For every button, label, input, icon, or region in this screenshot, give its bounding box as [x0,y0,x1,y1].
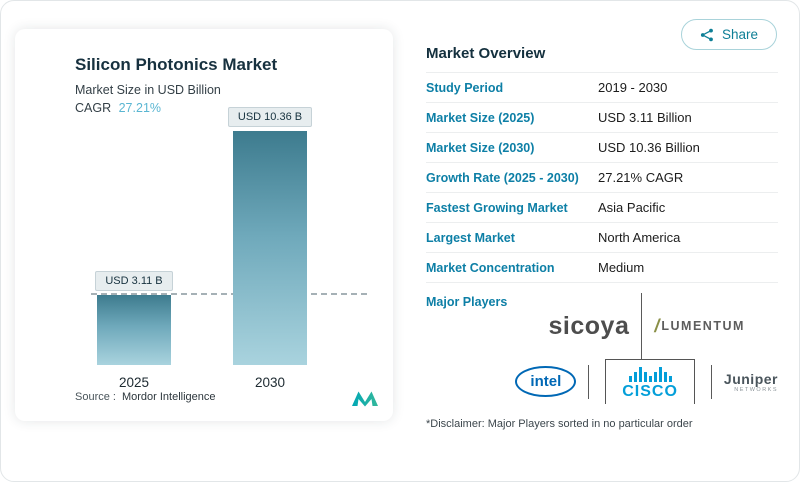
row-label: Market Size (2025) [426,110,535,125]
bar-2025 [97,295,171,365]
cagr-value: 27.21% [118,101,162,115]
table-row: Study Period 2019 - 2030 [426,73,778,103]
table-row: Growth Rate (2025 - 2030) 27.21% CAGR [426,163,778,193]
chart-card: Silicon Photonics Market Market Size in … [15,29,393,421]
row-value: Asia Pacific [598,200,666,215]
lumentum-slash-icon: / [654,315,660,336]
disclaimer-text: *Disclaimer: Major Players sorted in no … [426,418,693,430]
players-row-bottom: intel cisco Juniper NETWORKS [515,359,778,404]
share-icon [700,28,713,41]
bar-group-2025: USD 3.11 B 2025 [95,271,173,390]
logo-divider [641,293,643,359]
chart-title: Silicon Photonics Market [75,55,278,74]
row-value: USD 3.11 Billion [598,110,692,125]
chart-header: Silicon Photonics Market Market Size in … [15,29,393,115]
lumentum-logo: / LUMENTUM [654,315,745,336]
table-row: Market Concentration Medium [426,253,778,283]
players-row-top: sicoya / LUMENTUM [549,293,745,359]
reference-line [91,293,367,295]
bar-value-label-2030: USD 10.36 B [227,107,313,127]
intel-logo: intel [515,366,577,397]
table-row: Largest Market North America [426,223,778,253]
bar-chart: USD 3.11 B 2025 USD 10.36 B 2030 [75,103,367,390]
row-value: Medium [598,260,645,275]
bar-2030 [233,131,307,365]
source-line: Source : Mordor Intelligence [75,391,216,403]
x-axis-label-2025: 2025 [118,375,150,390]
chart-cagr-line: CAGR 27.21% [75,101,393,115]
major-players-logos: sicoya / LUMENTUM intel [515,293,778,404]
sicoya-logo: sicoya [548,311,630,340]
source-value: Mordor Intelligence [121,391,216,403]
row-label: Market Concentration [426,260,555,275]
chart-subtitle: Market Size in USD Billion [75,83,221,97]
row-value: North America [598,230,681,245]
x-axis-label-2030: 2030 [254,375,286,390]
share-button[interactable]: Share [680,19,777,50]
row-label: Fastest Growing Market [426,200,568,215]
row-value: USD 10.36 Billion [598,140,700,155]
mordor-intelligence-logo [352,391,378,407]
row-label: Largest Market [426,230,515,245]
share-button-label: Share [721,27,758,42]
overview-title: Market Overview [426,45,778,73]
logo-divider [710,364,712,399]
row-label: Market Size (2030) [426,140,535,155]
row-value: 27.21% CAGR [598,170,684,185]
juniper-logo: Juniper NETWORKS [723,370,778,393]
source-label: Source : [75,391,116,403]
major-players-label: Major Players [426,295,508,309]
row-label: Study Period [426,80,504,95]
cisco-logo: cisco [605,359,695,404]
row-value: 2019 - 2030 [598,80,668,95]
logo-divider [588,364,590,399]
row-label: Growth Rate (2025 - 2030) [426,170,579,185]
cisco-bridge-icon [628,367,672,382]
table-row: Market Size (2025) USD 3.11 Billion [426,103,778,133]
market-overview-panel: Market Overview Study Period 2019 - 2030… [426,45,778,430]
cagr-label: CAGR [75,101,112,115]
table-row: Market Size (2030) USD 10.36 Billion [426,133,778,163]
bar-value-label-2025: USD 3.11 B [95,271,173,291]
bar-group-2030: USD 10.36 B 2030 [227,107,313,390]
major-players-section: Major Players sicoya / LUMENTUM intel [426,293,778,404]
table-row: Fastest Growing Market Asia Pacific [426,193,778,223]
